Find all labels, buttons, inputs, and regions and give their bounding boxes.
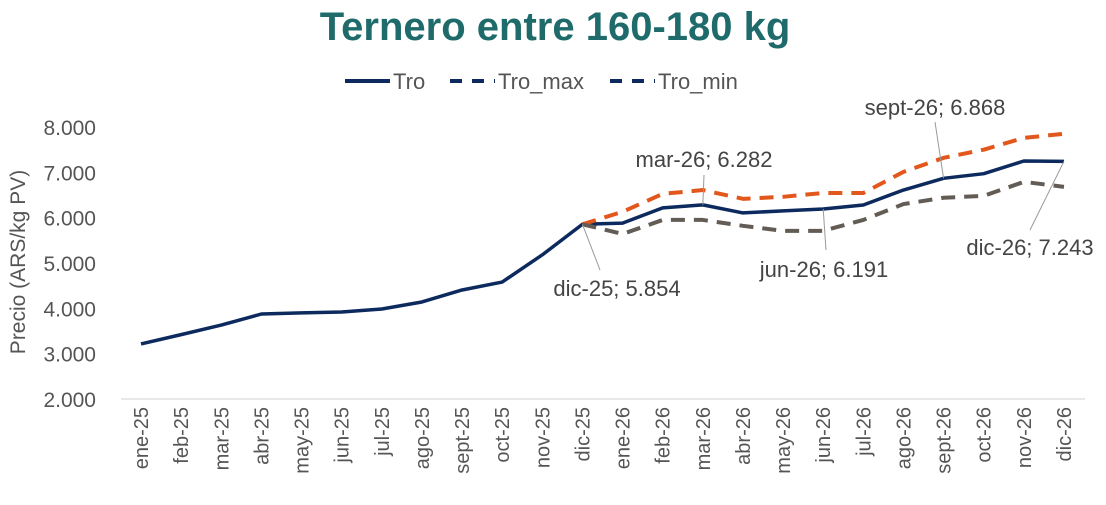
annotation-leader <box>1029 161 1065 231</box>
x-tick-label: nov-25 <box>532 407 554 468</box>
y-tick-label: 2.000 <box>43 389 96 412</box>
y-tick-label: 8.000 <box>43 117 96 140</box>
y-axis-label: Precio (ARS/kg PV) <box>7 170 30 354</box>
x-tick-label: nov-26 <box>1014 407 1036 468</box>
x-tick-label: abr-26 <box>733 407 755 465</box>
x-tick-label: sept-25 <box>452 407 474 474</box>
x-tick-label: mar-25 <box>211 407 233 470</box>
data-label: jun-26; 6.191 <box>759 257 888 282</box>
x-tick-label: dic-25 <box>572 407 594 461</box>
legend-label: Tro <box>393 69 425 94</box>
data-label: dic-25; 5.854 <box>553 276 680 301</box>
data-label: sept-26; 6.868 <box>865 95 1006 120</box>
series-line-tro_max <box>581 131 1065 227</box>
x-tick-label: feb-25 <box>171 407 193 464</box>
x-tick-label: ago-25 <box>412 407 434 469</box>
x-tick-label: oct-25 <box>492 407 514 463</box>
x-tick-label: jul-26 <box>853 407 875 457</box>
y-tick-label: 5.000 <box>43 253 96 276</box>
x-tick-label: ene-25 <box>131 407 153 469</box>
x-tick-label: may-25 <box>292 407 314 474</box>
x-tick-label: sept-26 <box>934 407 956 474</box>
legend: Tro Tro_max Tro_min <box>345 69 738 94</box>
y-tick-label: 6.000 <box>43 208 96 231</box>
x-tick-label: jul-25 <box>372 407 394 457</box>
x-tick-label: ago-26 <box>893 407 915 469</box>
annotation-leader <box>822 208 827 251</box>
x-tick-label: oct-26 <box>974 407 996 463</box>
y-tick-label: 7.000 <box>43 162 96 185</box>
chart-title: Ternero entre 160-180 kg <box>320 5 791 49</box>
y-tick-label: 3.000 <box>43 344 96 367</box>
x-tick-label: ene-26 <box>613 407 635 469</box>
annotation-leader <box>702 174 705 205</box>
x-tick-label: may-26 <box>773 407 795 474</box>
legend-label: Tro_max <box>498 69 584 94</box>
x-tick-label: mar-26 <box>693 407 715 470</box>
legend-label: Tro_min <box>658 69 738 94</box>
data-label: mar-26; 6.282 <box>636 147 773 172</box>
annotation-leader <box>581 224 601 271</box>
x-tick-label: jun-25 <box>332 407 354 464</box>
x-tick-label: jun-26 <box>813 407 835 464</box>
x-tick-label: feb-26 <box>653 407 675 464</box>
series-line-tro <box>140 159 1065 346</box>
annotation-leader <box>934 121 945 179</box>
data-label: dic-26; 7.243 <box>966 235 1093 260</box>
x-tick-label: dic-26 <box>1054 407 1076 461</box>
x-tick-label: abr-25 <box>251 407 273 465</box>
y-tick-label: 4.000 <box>43 298 96 321</box>
